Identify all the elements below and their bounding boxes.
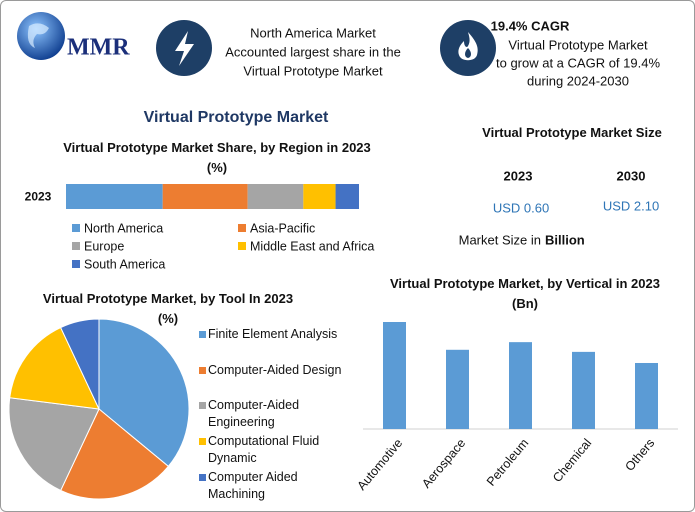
bar xyxy=(509,342,532,429)
legend-label: Computer-Aided Engineering xyxy=(208,398,300,429)
pie-slice xyxy=(60,318,100,410)
main-title: Virtual Prototype Market xyxy=(144,109,329,126)
size-year: 2030 xyxy=(617,168,646,183)
size-note-unit: Billion xyxy=(545,232,585,247)
highlight-title: 19.4% CAGR xyxy=(491,18,570,33)
logo-text: MMR xyxy=(67,35,130,61)
legend-label: Computational Fluid Dynamic xyxy=(208,434,320,465)
y-tick-label: 2023 xyxy=(25,190,52,204)
size-value: USD 0.60 xyxy=(493,200,549,215)
legend-label: Finite Element Analysis xyxy=(208,327,338,341)
x-tick-label: Aerospace xyxy=(419,436,468,491)
pie-slice xyxy=(98,318,190,468)
bar-segment xyxy=(303,184,336,209)
highlight-text: to grow at a CAGR of 19.4% xyxy=(496,55,660,70)
bar-segment xyxy=(335,184,359,209)
size-note: Market Size in xyxy=(459,232,541,247)
chart-title: Virtual Prototype Market, by Tool In 202… xyxy=(42,291,294,326)
highlight-text: Virtual Prototype Market xyxy=(243,63,383,78)
icon-bolt xyxy=(175,31,194,66)
legend-swatch xyxy=(72,242,80,250)
legend-label: South America xyxy=(84,257,165,271)
legend-swatch xyxy=(199,474,206,481)
legend-swatch xyxy=(199,402,206,409)
icon-flame xyxy=(458,32,478,61)
legend-label: Computer-Aided Design xyxy=(208,363,342,377)
legend-swatch xyxy=(238,224,246,232)
pie-slice xyxy=(9,326,100,410)
legend-swatch xyxy=(72,260,80,268)
bar xyxy=(446,349,469,429)
legend-swatch xyxy=(199,331,206,338)
size-value: USD 2.10 xyxy=(603,198,659,213)
logo-land xyxy=(27,23,49,48)
legend-swatch xyxy=(72,224,80,232)
bar xyxy=(383,322,406,429)
bar-segment xyxy=(66,184,163,209)
legend-label: Europe xyxy=(84,239,124,253)
pie-slice xyxy=(8,397,100,492)
legend-label: Computer Aided Machining xyxy=(208,470,298,501)
highlight-text: Virtual Prototype Market xyxy=(508,37,648,52)
logo-globe xyxy=(17,12,65,60)
chart-title: Virtual Prototype Market Share, by Regio… xyxy=(63,140,371,175)
bar xyxy=(635,362,658,429)
x-tick-label: Petroleum xyxy=(484,436,531,489)
size-year: 2023 xyxy=(504,168,533,183)
size-title: Virtual Prototype Market Size xyxy=(482,125,662,140)
highlight-text: Accounted largest share in the xyxy=(225,44,401,59)
legend-label: Middle East and Africa xyxy=(250,239,374,253)
pie-slice xyxy=(60,408,170,500)
x-tick-label: Others xyxy=(622,436,657,474)
chart-title: Virtual Prototype Market, by Vertical in… xyxy=(390,276,660,311)
x-tick-label: Chemical xyxy=(550,436,594,485)
bar xyxy=(572,351,595,429)
legend-label: Asia-Pacific xyxy=(250,221,315,235)
legend-swatch xyxy=(199,367,206,374)
highlight-text: North America Market xyxy=(250,25,376,40)
legend-swatch xyxy=(238,242,246,250)
bar-segment xyxy=(162,184,248,209)
highlight-text: during 2024-2030 xyxy=(527,73,629,88)
bar-segment xyxy=(247,184,304,209)
legend-swatch xyxy=(199,438,206,445)
legend-label: North America xyxy=(84,221,163,235)
icon-flame-core xyxy=(465,48,471,58)
x-tick-label: Automotive xyxy=(354,436,405,493)
